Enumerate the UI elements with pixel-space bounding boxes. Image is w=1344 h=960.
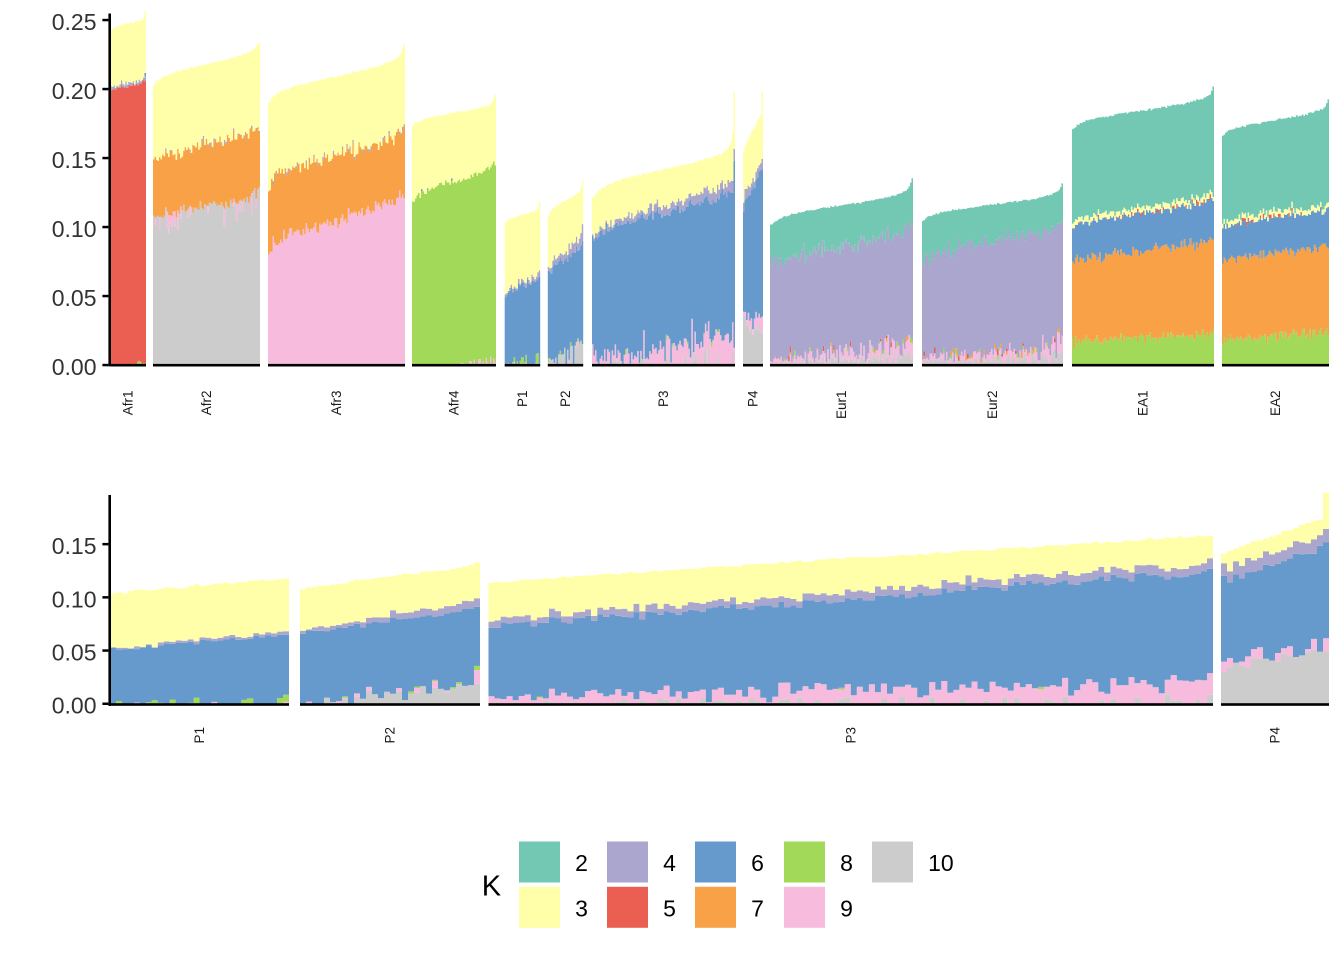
svg-text:0.05: 0.05 [52, 285, 97, 311]
svg-text:5: 5 [663, 895, 676, 921]
svg-text:6: 6 [751, 850, 764, 876]
svg-text:Afr4: Afr4 [447, 390, 462, 415]
svg-text:0.10: 0.10 [52, 216, 97, 242]
svg-text:4: 4 [663, 850, 676, 876]
svg-text:Afr1: Afr1 [121, 391, 136, 416]
svg-text:P1: P1 [515, 391, 530, 408]
svg-text:P2: P2 [558, 391, 573, 408]
svg-text:Eur2: Eur2 [985, 391, 1000, 420]
svg-text:EA1: EA1 [1136, 391, 1151, 417]
svg-text:P3: P3 [843, 727, 858, 744]
svg-text:0.00: 0.00 [52, 354, 97, 380]
svg-text:0.20: 0.20 [52, 78, 97, 104]
svg-text:0.15: 0.15 [52, 533, 97, 559]
svg-text:10: 10 [928, 850, 954, 876]
svg-text:Eur1: Eur1 [834, 391, 849, 420]
svg-text:P4: P4 [1268, 727, 1283, 744]
svg-text:K: K [482, 871, 502, 903]
svg-text:9: 9 [840, 895, 853, 921]
svg-text:7: 7 [751, 895, 764, 921]
svg-text:P2: P2 [383, 727, 398, 744]
svg-text:Afr3: Afr3 [329, 391, 344, 416]
svg-text:P1: P1 [192, 727, 207, 744]
svg-text:0.10: 0.10 [52, 586, 97, 612]
svg-text:8: 8 [840, 850, 853, 876]
svg-text:0.00: 0.00 [52, 693, 97, 719]
svg-text:2: 2 [575, 850, 588, 876]
svg-text:0.25: 0.25 [52, 9, 97, 35]
svg-text:Afr2: Afr2 [199, 391, 214, 416]
svg-text:P4: P4 [746, 390, 761, 407]
svg-text:P3: P3 [656, 391, 671, 408]
svg-text:0.05: 0.05 [52, 640, 97, 666]
svg-text:3: 3 [575, 895, 588, 921]
svg-text:0.15: 0.15 [52, 147, 97, 173]
svg-text:EA2: EA2 [1268, 391, 1283, 417]
